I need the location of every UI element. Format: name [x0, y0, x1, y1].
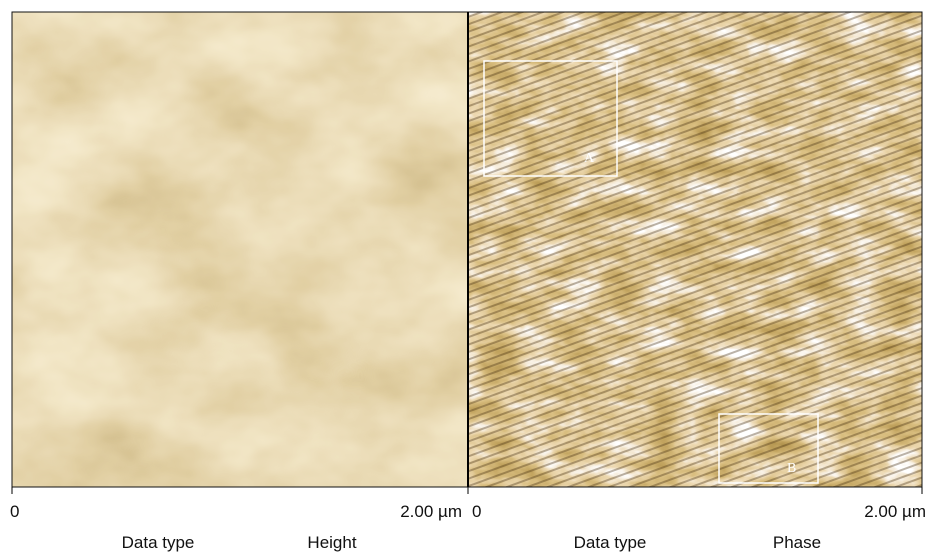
data-type-label: Data type: [574, 533, 647, 552]
axis-start: 0: [10, 502, 19, 521]
data-type-label: Data type: [122, 533, 195, 552]
region-label: B: [787, 461, 796, 476]
phase-image: [468, 12, 922, 487]
axis-ticks: [12, 487, 922, 494]
axis-start: 0: [472, 502, 481, 521]
data-type: Phase: [773, 533, 821, 552]
region-label: A: [584, 151, 595, 166]
axis-end: 2.00 µm: [400, 502, 462, 521]
figure: A B 0 2.00 µm 0 2.00 µm Data type Height…: [0, 0, 930, 554]
axis-end: 2.00 µm: [864, 502, 926, 521]
data-type: Height: [307, 533, 356, 552]
height-image: [12, 12, 468, 487]
